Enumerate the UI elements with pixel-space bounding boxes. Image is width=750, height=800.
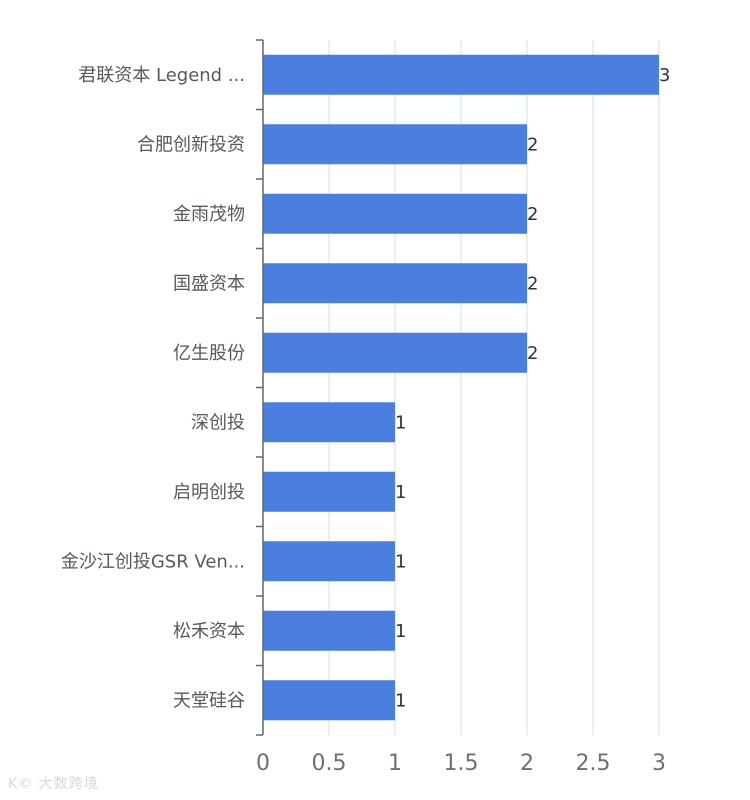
bar (263, 402, 395, 443)
bar (263, 610, 395, 651)
data-label: 2 (527, 204, 538, 225)
category-label: 亿生股份 (173, 343, 245, 364)
category-label: 金沙江创投GSR Ven... (61, 551, 245, 572)
category-label: 天堂硅谷 (173, 690, 245, 711)
category-label: 深创投 (191, 412, 245, 433)
category-label: 国盛资本 (173, 273, 245, 294)
x-tick-label: 2 (520, 751, 534, 776)
data-label: 2 (527, 134, 538, 155)
data-label: 1 (395, 412, 406, 433)
bar (263, 193, 527, 234)
x-tick-label: 1 (388, 751, 402, 776)
bar (263, 541, 395, 582)
bar (263, 471, 395, 512)
data-label: 2 (527, 343, 538, 364)
x-tick-labels: 0 0.5 1 1.5 2 2.5 3 (256, 751, 666, 776)
category-label: 启明创投 (173, 482, 245, 503)
category-label: 松禾资本 (173, 621, 245, 642)
x-tick-label: 2.5 (576, 751, 611, 776)
bar (263, 54, 659, 95)
category-label: 金雨茂物 (173, 204, 245, 225)
data-labels: 3 2 2 2 2 1 1 1 1 1 (395, 65, 670, 712)
x-tick-label: 0.5 (312, 751, 347, 776)
bar (263, 680, 395, 721)
category-label: 合肥创新投资 (137, 134, 245, 155)
y-axis (256, 39, 264, 736)
bar (263, 263, 527, 304)
data-label: 2 (527, 273, 538, 294)
watermark: K© 大数跨境 (8, 776, 99, 792)
x-tick-label: 1.5 (444, 751, 479, 776)
bars (263, 54, 659, 721)
bar (263, 332, 527, 373)
data-label: 3 (659, 65, 670, 86)
data-label: 1 (395, 621, 406, 642)
data-label: 1 (395, 690, 406, 711)
x-tick-label: 0 (256, 751, 270, 776)
x-tick-label: 3 (652, 751, 666, 776)
bar (263, 124, 527, 165)
category-label: 君联资本 Legend ... (78, 65, 245, 86)
data-label: 1 (395, 551, 406, 572)
category-labels: 君联资本 Legend ... 合肥创新投资金雨茂物国盛资本亿生股份深创投启明创投… (61, 65, 245, 712)
data-label: 1 (395, 482, 406, 503)
